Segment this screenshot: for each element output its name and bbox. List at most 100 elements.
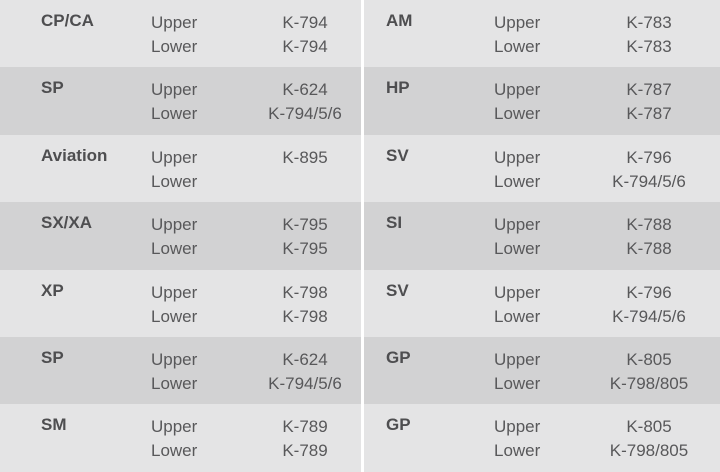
model-name: SP bbox=[41, 78, 64, 98]
table-row: XP Upper Lower K-798 K-798 bbox=[0, 269, 361, 337]
upper-label: Upper bbox=[494, 417, 541, 437]
lower-code: K-798 bbox=[282, 306, 328, 326]
lower-code: K-788 bbox=[626, 239, 672, 259]
position-labels: Upper Lower bbox=[494, 78, 540, 126]
lower-label: Lower bbox=[494, 374, 541, 393]
lower-label: Lower bbox=[494, 104, 541, 124]
upper-code: K-796 bbox=[626, 282, 672, 302]
lower-label: Lower bbox=[151, 374, 198, 393]
lower-code bbox=[250, 170, 360, 194]
upper-label: Upper bbox=[494, 350, 541, 369]
lower-label: Lower bbox=[151, 239, 198, 259]
position-labels: Upper Lower bbox=[151, 78, 197, 126]
part-codes: K-798 K-798 bbox=[250, 281, 360, 329]
lower-code: K-794 bbox=[282, 37, 328, 56]
upper-code: K-624 bbox=[282, 350, 328, 369]
upper-label: Upper bbox=[494, 80, 541, 100]
position-labels: Upper Lower bbox=[151, 281, 197, 329]
upper-code: K-794 bbox=[282, 13, 328, 32]
lower-code: K-794/5/6 bbox=[612, 171, 686, 191]
lower-label: Lower bbox=[494, 171, 541, 191]
model-name: CP/CA bbox=[41, 11, 94, 30]
position-labels: Upper Lower bbox=[494, 213, 540, 261]
upper-label: Upper bbox=[151, 147, 198, 167]
position-labels: Upper Lower bbox=[151, 213, 197, 261]
upper-label: Upper bbox=[494, 282, 541, 302]
upper-code: K-796 bbox=[626, 147, 672, 167]
position-labels: Upper Lower bbox=[151, 11, 197, 59]
table-row: CP/CA Upper Lower K-794 K-794 bbox=[0, 0, 361, 68]
model-name: HP bbox=[386, 78, 410, 98]
upper-code: K-783 bbox=[626, 13, 672, 32]
lower-label: Lower bbox=[494, 37, 541, 56]
table-row: GP Upper Lower K-805 K-798/805 bbox=[364, 337, 720, 405]
table-row: SV Upper Lower K-796 K-794/5/6 bbox=[364, 134, 720, 203]
part-codes: K-788 K-788 bbox=[594, 213, 704, 261]
upper-label: Upper bbox=[494, 215, 541, 235]
part-codes: K-783 K-783 bbox=[594, 11, 704, 59]
position-labels: Upper Lower bbox=[151, 146, 197, 194]
model-name: SM bbox=[41, 415, 67, 435]
position-labels: Upper Lower bbox=[151, 415, 197, 463]
upper-label: Upper bbox=[151, 350, 198, 369]
part-codes: K-787 K-787 bbox=[594, 78, 704, 126]
upper-label: Upper bbox=[151, 215, 198, 235]
lower-code: K-798/805 bbox=[609, 441, 689, 461]
lower-code: K-783 bbox=[626, 37, 672, 56]
lower-code: K-789 bbox=[282, 441, 328, 461]
upper-code: K-624 bbox=[282, 80, 328, 100]
upper-code: K-895 bbox=[282, 147, 328, 167]
upper-code: K-787 bbox=[626, 80, 672, 100]
lower-code: K-794/5/6 bbox=[612, 306, 686, 326]
part-codes: K-789 K-789 bbox=[250, 415, 360, 463]
table-row: SM Upper Lower K-789 K-789 bbox=[0, 404, 361, 472]
lower-label: Lower bbox=[151, 171, 198, 191]
model-name: SX/XA bbox=[41, 213, 93, 233]
position-labels: Upper Lower bbox=[494, 281, 540, 329]
table-row: AM Upper Lower K-783 K-783 bbox=[364, 0, 720, 68]
part-codes: K-795 K-795 bbox=[250, 213, 360, 261]
table-row: SX/XA Upper Lower K-795 K-795 bbox=[0, 202, 361, 270]
model-name: SI bbox=[386, 213, 403, 233]
position-labels: Upper Lower bbox=[494, 415, 540, 463]
upper-label: Upper bbox=[151, 282, 198, 302]
lower-code: K-787 bbox=[626, 104, 672, 124]
table-row: Aviation Upper Lower K-895 bbox=[0, 134, 361, 203]
lower-label: Lower bbox=[151, 37, 198, 56]
upper-code: K-789 bbox=[282, 417, 328, 437]
lower-code: K-794/5/6 bbox=[268, 374, 342, 393]
upper-label: Upper bbox=[494, 13, 541, 32]
table-row: HP Upper Lower K-787 K-787 bbox=[364, 67, 720, 135]
lower-label: Lower bbox=[494, 239, 541, 259]
table-row: SI Upper Lower K-788 K-788 bbox=[364, 202, 720, 270]
model-name: SV bbox=[386, 145, 409, 165]
upper-label: Upper bbox=[151, 13, 198, 32]
table-row: SV Upper Lower K-796 K-794/5/6 bbox=[364, 269, 720, 337]
model-name: SV bbox=[386, 280, 409, 300]
upper-label: Upper bbox=[151, 417, 198, 437]
lower-label: Lower bbox=[494, 306, 541, 326]
part-codes: K-805 K-798/805 bbox=[594, 348, 704, 396]
part-codes: K-796 K-794/5/6 bbox=[594, 281, 704, 329]
model-name: GP bbox=[386, 348, 411, 367]
lower-code: K-795 bbox=[282, 239, 328, 259]
part-codes: K-794 K-794 bbox=[250, 11, 360, 59]
model-name: AM bbox=[386, 11, 413, 30]
part-codes: K-805 K-798/805 bbox=[594, 415, 704, 463]
model-name: GP bbox=[386, 415, 411, 435]
upper-label: Upper bbox=[151, 80, 198, 100]
model-name: XP bbox=[41, 280, 64, 300]
part-codes: K-895 bbox=[250, 146, 360, 194]
lower-label: Lower bbox=[494, 441, 541, 461]
position-labels: Upper Lower bbox=[494, 348, 540, 396]
part-codes: K-624 K-794/5/6 bbox=[250, 78, 360, 126]
lower-label: Lower bbox=[151, 306, 198, 326]
upper-code: K-788 bbox=[626, 215, 672, 235]
lower-code: K-794/5/6 bbox=[268, 104, 342, 124]
part-codes: K-796 K-794/5/6 bbox=[594, 146, 704, 194]
upper-label: Upper bbox=[494, 147, 541, 167]
table-row: SP Upper Lower K-624 K-794/5/6 bbox=[0, 67, 361, 135]
upper-code: K-805 bbox=[626, 417, 672, 437]
model-name: Aviation bbox=[41, 145, 108, 165]
right-table: AM Upper Lower K-783 K-783 HP Upper Lower K-… bbox=[364, 0, 720, 472]
